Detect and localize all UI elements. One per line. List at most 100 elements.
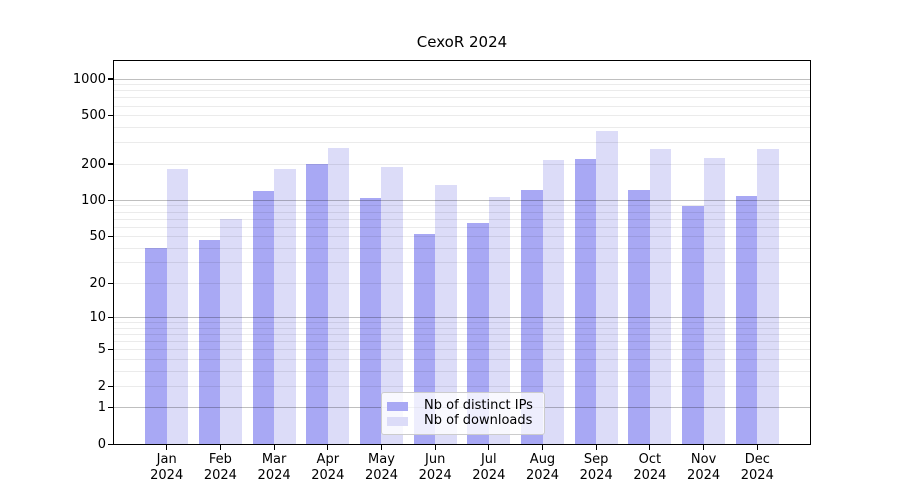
x-tick-mark-dec	[756, 445, 758, 451]
y-gridline-minor	[113, 334, 811, 335]
bar-downloads-jun	[435, 185, 457, 445]
y-gridline-minor	[113, 322, 811, 324]
y-gridline-minor	[113, 327, 811, 329]
y-tick-mark-20	[108, 282, 113, 285]
x-tick-label-may: May 2024	[364, 452, 399, 483]
y-gridline-minor	[113, 90, 811, 92]
legend-item-downloads: Nb of downloads	[387, 414, 536, 428]
y-tick-mark-0	[108, 443, 113, 446]
y-gridline-minor	[113, 211, 811, 213]
chart-title: CexoR 2024	[416, 33, 508, 51]
x-tick-label-feb: Feb 2024	[203, 452, 237, 483]
bar-distinct-ips-aug	[521, 189, 543, 445]
bar-distinct-ips-jul	[467, 222, 489, 445]
bar-distinct-ips-sep	[574, 159, 597, 445]
plot-area: Nb of distinct IPs Nb of downloads	[113, 60, 811, 445]
y-gridline-minor	[113, 105, 811, 107]
y-gridline-minor	[113, 358, 811, 360]
x-tick-label-aug: Aug 2024	[525, 452, 560, 483]
x-tick-label-mar: Mar 2024	[257, 452, 291, 483]
y-gridline-minor	[113, 97, 811, 99]
legend-swatch-distinct-ips	[387, 401, 408, 411]
bar-downloads-dec	[757, 149, 779, 445]
y-tick-mark-10	[108, 317, 113, 319]
legend-label-downloads: Nb of downloads	[424, 413, 533, 428]
bar-downloads-feb	[220, 219, 242, 445]
y-gridline-minor	[113, 283, 811, 284]
y-gridline-minor	[113, 341, 811, 343]
bar-downloads-jul	[488, 196, 511, 445]
y-gridline-minor	[113, 205, 811, 207]
bar-downloads-aug	[542, 160, 565, 445]
bar-distinct-ips-feb	[198, 239, 221, 445]
x-tick-label-dec: Dec 2024	[740, 452, 774, 483]
y-gridline-major	[113, 78, 811, 80]
legend-label-distinct-ips: Nb of distinct IPs	[424, 398, 533, 413]
y-tick-mark-50	[108, 235, 113, 238]
x-tick-label-jan: Jan 2024	[150, 452, 184, 483]
bar-downloads-nov	[703, 157, 726, 445]
y-gridline-minor	[113, 262, 811, 264]
y-tick-label-500: 500	[81, 108, 106, 124]
x-tick-mark-mar	[273, 445, 275, 451]
y-gridline-minor	[113, 126, 811, 128]
y-gridline-major	[113, 317, 811, 319]
y-tick-label-1: 1	[97, 400, 106, 416]
x-tick-mark-sep	[595, 445, 597, 451]
y-tick-label-200: 200	[81, 156, 106, 172]
bar-downloads-apr	[327, 148, 350, 445]
x-tick-label-jun: Jun 2024	[418, 452, 452, 483]
y-gridline-minor	[113, 247, 811, 249]
y-gridline-minor	[113, 142, 811, 144]
x-tick-mark-nov	[703, 445, 705, 451]
bar-distinct-ips-nov	[682, 205, 704, 445]
y-gridline-minor	[113, 115, 811, 117]
bar-downloads-mar	[274, 168, 296, 445]
x-tick-mark-aug	[541, 445, 544, 451]
y-gridline-minor	[113, 385, 811, 387]
x-tick-mark-may	[380, 445, 383, 451]
x-tick-mark-apr	[327, 445, 329, 451]
legend-item-distinct-ips: Nb of distinct IPs	[387, 399, 536, 413]
y-tick-label-2: 2	[97, 378, 106, 394]
x-tick-label-apr: Apr 2024	[311, 452, 345, 483]
bar-distinct-ips-oct	[628, 189, 650, 445]
bar-distinct-ips-jan	[145, 248, 167, 445]
x-tick-label-oct: Oct 2024	[633, 452, 667, 483]
legend: Nb of distinct IPs Nb of downloads	[381, 392, 545, 435]
y-tick-label-20: 20	[89, 276, 106, 291]
x-tick-mark-jun	[434, 445, 436, 451]
y-gridline-minor	[113, 84, 811, 86]
y-gridline-minor	[113, 370, 811, 372]
y-gridline-minor	[113, 226, 811, 228]
bar-distinct-ips-may	[359, 197, 382, 445]
bar-distinct-ips-apr	[306, 164, 328, 445]
x-tick-label-jul: Jul 2024	[472, 452, 506, 483]
bar-distinct-ips-dec	[735, 196, 758, 445]
y-tick-label-1000: 1000	[72, 71, 106, 87]
y-tick-label-10: 10	[89, 310, 106, 326]
y-gridline-major	[113, 199, 811, 201]
bar-distinct-ips-mar	[252, 190, 275, 445]
bar-downloads-may	[381, 167, 403, 445]
y-gridline-minor	[113, 349, 811, 351]
y-tick-mark-500	[108, 115, 113, 117]
y-tick-mark-2	[108, 385, 113, 387]
bar-downloads-oct	[649, 149, 672, 445]
y-tick-label-100: 100	[81, 192, 106, 208]
y-tick-label-0: 0	[97, 437, 106, 452]
x-tick-label-nov: Nov 2024	[687, 452, 721, 483]
x-tick-mark-oct	[649, 445, 651, 451]
y-gridline-minor	[113, 236, 811, 237]
x-tick-mark-feb	[219, 445, 221, 451]
y-tick-mark-1	[108, 407, 113, 409]
bars-layer	[113, 60, 811, 445]
y-gridline-minor	[113, 163, 811, 165]
y-gridline-minor	[113, 218, 811, 220]
y-tick-label-50: 50	[89, 229, 106, 244]
grid-layer	[113, 60, 811, 445]
y-tick-mark-100	[108, 199, 113, 201]
y-tick-label-5: 5	[97, 342, 106, 358]
x-tick-mark-jul	[488, 445, 490, 451]
